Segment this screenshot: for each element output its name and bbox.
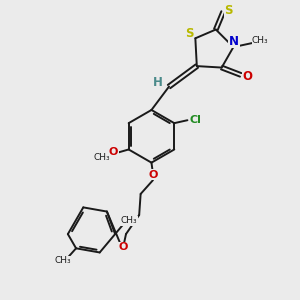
Text: H: H — [153, 76, 163, 89]
Text: CH₃: CH₃ — [54, 256, 70, 266]
Text: O: O — [119, 242, 128, 252]
Text: O: O — [148, 170, 158, 180]
Text: O: O — [109, 147, 118, 158]
Text: CH₃: CH₃ — [121, 216, 137, 225]
Text: O: O — [242, 70, 252, 83]
Text: S: S — [185, 26, 194, 40]
Text: CH₃: CH₃ — [93, 153, 110, 162]
Text: S: S — [224, 4, 233, 17]
Text: Cl: Cl — [190, 115, 202, 125]
Text: CH₃: CH₃ — [252, 36, 268, 45]
Text: N: N — [229, 35, 239, 48]
